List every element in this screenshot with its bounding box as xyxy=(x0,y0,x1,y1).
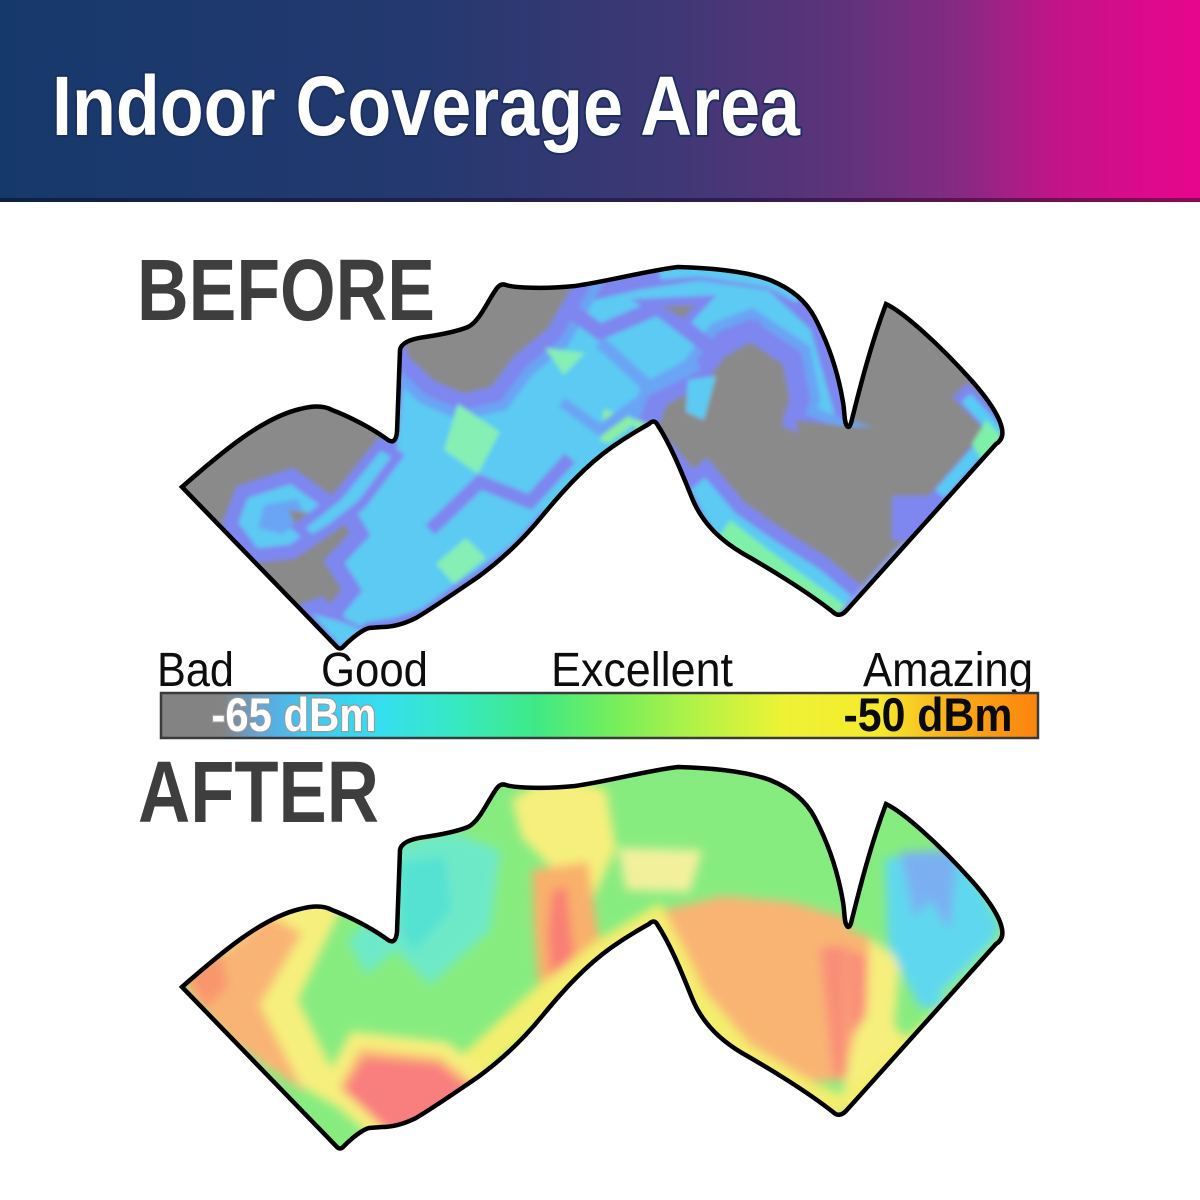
svg-text:-50 dBm: -50 dBm xyxy=(844,688,1013,741)
svg-text:Indoor Coverage Area: Indoor Coverage Area xyxy=(52,59,801,153)
svg-text:-65 dBm: -65 dBm xyxy=(212,688,377,741)
svg-text:Good: Good xyxy=(321,644,428,697)
svg-text:Bad: Bad xyxy=(157,644,234,697)
svg-text:Excellent: Excellent xyxy=(551,644,733,697)
svg-text:Amazing: Amazing xyxy=(863,644,1033,697)
svg-text:AFTER: AFTER xyxy=(138,744,379,841)
svg-text:BEFORE: BEFORE xyxy=(137,242,435,339)
